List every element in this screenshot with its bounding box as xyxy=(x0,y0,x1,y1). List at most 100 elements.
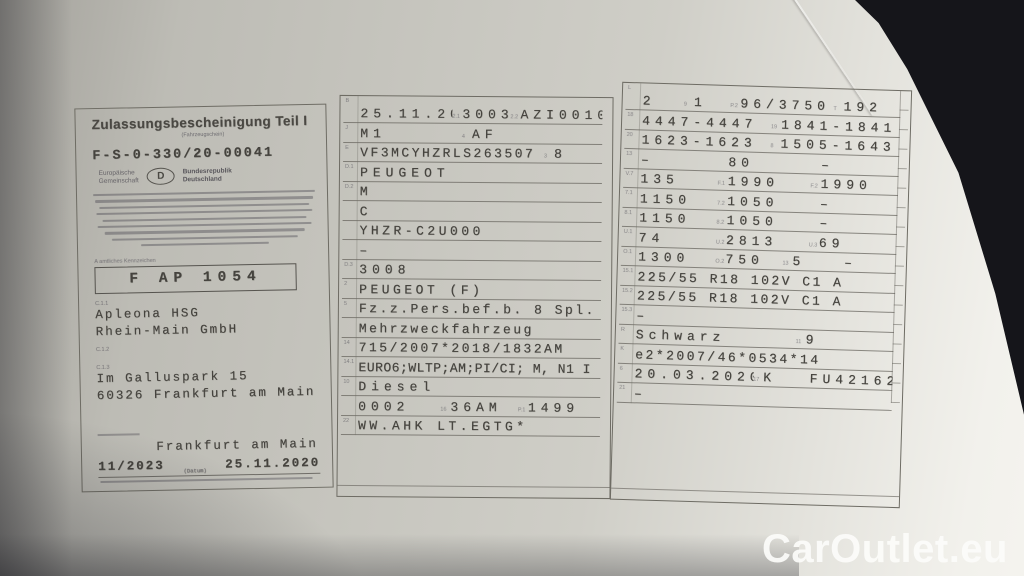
table-row: E VF3MCYHZRLS263507 3 8 xyxy=(343,142,603,164)
field-code: 18 xyxy=(627,111,634,119)
field-code: 2.2 xyxy=(510,114,519,121)
field-code: E xyxy=(345,144,349,151)
address-line2: 60326 Frankfurt am Main xyxy=(96,384,316,403)
field-value: FU421623 xyxy=(809,371,893,389)
field-code xyxy=(345,220,360,222)
field-value: 9 xyxy=(805,332,819,348)
document-number: F-S-0-330/20-00041 xyxy=(92,145,275,165)
issue-place: Frankfurt am Main xyxy=(156,436,318,454)
field-code: D.3 xyxy=(344,261,353,268)
field-value: 715/2007*2018/1832AM xyxy=(358,340,565,357)
field-code: F.2 xyxy=(810,183,818,190)
field-code: D.1 xyxy=(344,163,354,171)
field-code: 16 xyxy=(440,406,447,413)
field-value: 1505-1643 xyxy=(780,136,896,155)
field-code: V.7 xyxy=(625,170,634,177)
field-value: – xyxy=(819,215,833,232)
eu-community-label: Europäische Gemeinschaft xyxy=(98,169,139,185)
field-code xyxy=(799,384,809,386)
field-value: 3003 xyxy=(462,106,511,123)
field-code: 9 xyxy=(683,101,688,108)
field-code: 2.1 xyxy=(452,113,461,120)
field-value: 1050 xyxy=(726,212,779,230)
field-code: L xyxy=(627,84,632,92)
field-code xyxy=(343,396,358,398)
field-code xyxy=(718,167,728,169)
table-row: – xyxy=(342,239,602,262)
table-row: 10 Diesel xyxy=(341,376,601,398)
field-value: 1150 xyxy=(639,190,692,208)
field-value: – xyxy=(636,307,650,324)
table-row: 14.1 EURO6;WLTP;AM;PI/CI; M, N1 I xyxy=(341,356,601,379)
field-code: 13 xyxy=(782,260,789,267)
field-value: 80 xyxy=(728,154,755,171)
field-code: 7.2 xyxy=(717,200,725,207)
field-value: 2 xyxy=(642,93,656,109)
field-code: 3 xyxy=(544,153,548,160)
field-value: – xyxy=(819,196,834,212)
field-code: J xyxy=(345,124,349,131)
field-value: 1841-1841 xyxy=(780,117,897,136)
field-value: 0002 xyxy=(358,398,410,414)
field-code: 14 xyxy=(343,339,350,346)
watermark: CarOutlet.eu xyxy=(761,527,1008,571)
right-field-rows: L 2 9 1 P.2 96/3750 T 192 18 4447-4447 19 1841-1841… xyxy=(614,82,911,411)
field-value: 20.03.2020 xyxy=(634,366,754,385)
field-code: U.3 xyxy=(808,241,818,249)
dates-row: 11/2023 (Datum) 25.11.2020 xyxy=(98,454,321,478)
country-name-label: Bundesrepublik Deutschland xyxy=(182,167,232,183)
table-row: 22 WW.AHK LT.EGTG* xyxy=(340,415,601,437)
field-code: O.2 xyxy=(715,258,725,265)
table-row: D.2 M xyxy=(342,181,602,203)
date-caption: (Datum) xyxy=(183,466,207,475)
field-value: 1150 xyxy=(639,210,691,227)
table-row: 0002 16 36AM P.1 1499 xyxy=(341,395,601,418)
field-value: 8 xyxy=(553,146,567,162)
field-value: 2813 xyxy=(725,232,778,249)
field-value: 1623-1623 xyxy=(641,132,757,151)
field-value: EURO6;WLTP;AM;PI/CI; M, N1 I xyxy=(358,359,591,377)
field-value: 4447-4447 xyxy=(641,112,758,132)
field-code: F.1 xyxy=(717,180,726,187)
field-value: YHZR-C2U000 xyxy=(359,223,484,240)
field-code xyxy=(811,170,821,172)
middle-field-rows: B 25.11.2020 2.1 3003 2.2 AZI001052 J M1 4 AF E VF3… xyxy=(338,95,613,437)
field-code xyxy=(345,201,360,203)
field-value: 750 xyxy=(725,251,765,269)
field-code: T xyxy=(833,106,837,113)
table-row: J M1 4 AF xyxy=(343,122,603,145)
country-oval-badge: D xyxy=(146,167,175,186)
field-value: – xyxy=(843,255,858,271)
field-value: – xyxy=(633,385,648,402)
field-value: PEUGEOT (F) xyxy=(358,281,484,298)
table-row: 2 PEUGEOT (F) xyxy=(341,278,602,301)
field-value: PEUGEOT xyxy=(359,164,450,181)
field-code: 10 xyxy=(343,378,350,385)
field-code: U.2 xyxy=(715,239,725,246)
field-code: 21 xyxy=(619,384,626,392)
field-code: K xyxy=(620,345,625,352)
field-code: 15.1 xyxy=(622,267,634,275)
field-code: P.2 xyxy=(730,103,738,110)
table-row: C xyxy=(342,200,602,223)
field-code: 2 xyxy=(344,280,348,287)
field-code xyxy=(834,268,844,270)
field-code: 19 xyxy=(770,123,778,130)
c12-field-label: C.1.2 xyxy=(95,346,110,353)
field-code: 5 xyxy=(343,300,348,307)
small-label-stripe xyxy=(97,433,140,436)
table-row: D.3 3008 xyxy=(342,259,602,281)
field-value: 1990 xyxy=(727,173,780,191)
table-row: 14 715/2007*2018/1832AM xyxy=(341,337,601,359)
license-plate-box: F AP 1054 xyxy=(94,262,297,294)
field-code: 8.2 xyxy=(716,219,725,226)
field-code: P.1 xyxy=(517,406,526,413)
middle-column: B 25.11.2020 2.1 3003 2.2 AZI001052 J M1 4 AF E VF3… xyxy=(336,94,614,500)
field-value: K xyxy=(763,370,777,386)
table-row: D.1 PEUGEOT xyxy=(342,161,603,184)
multilingual-fine-print xyxy=(92,189,316,252)
field-value: 1990 xyxy=(820,176,873,194)
field-code: 8 xyxy=(770,143,774,150)
field-code xyxy=(344,240,359,242)
